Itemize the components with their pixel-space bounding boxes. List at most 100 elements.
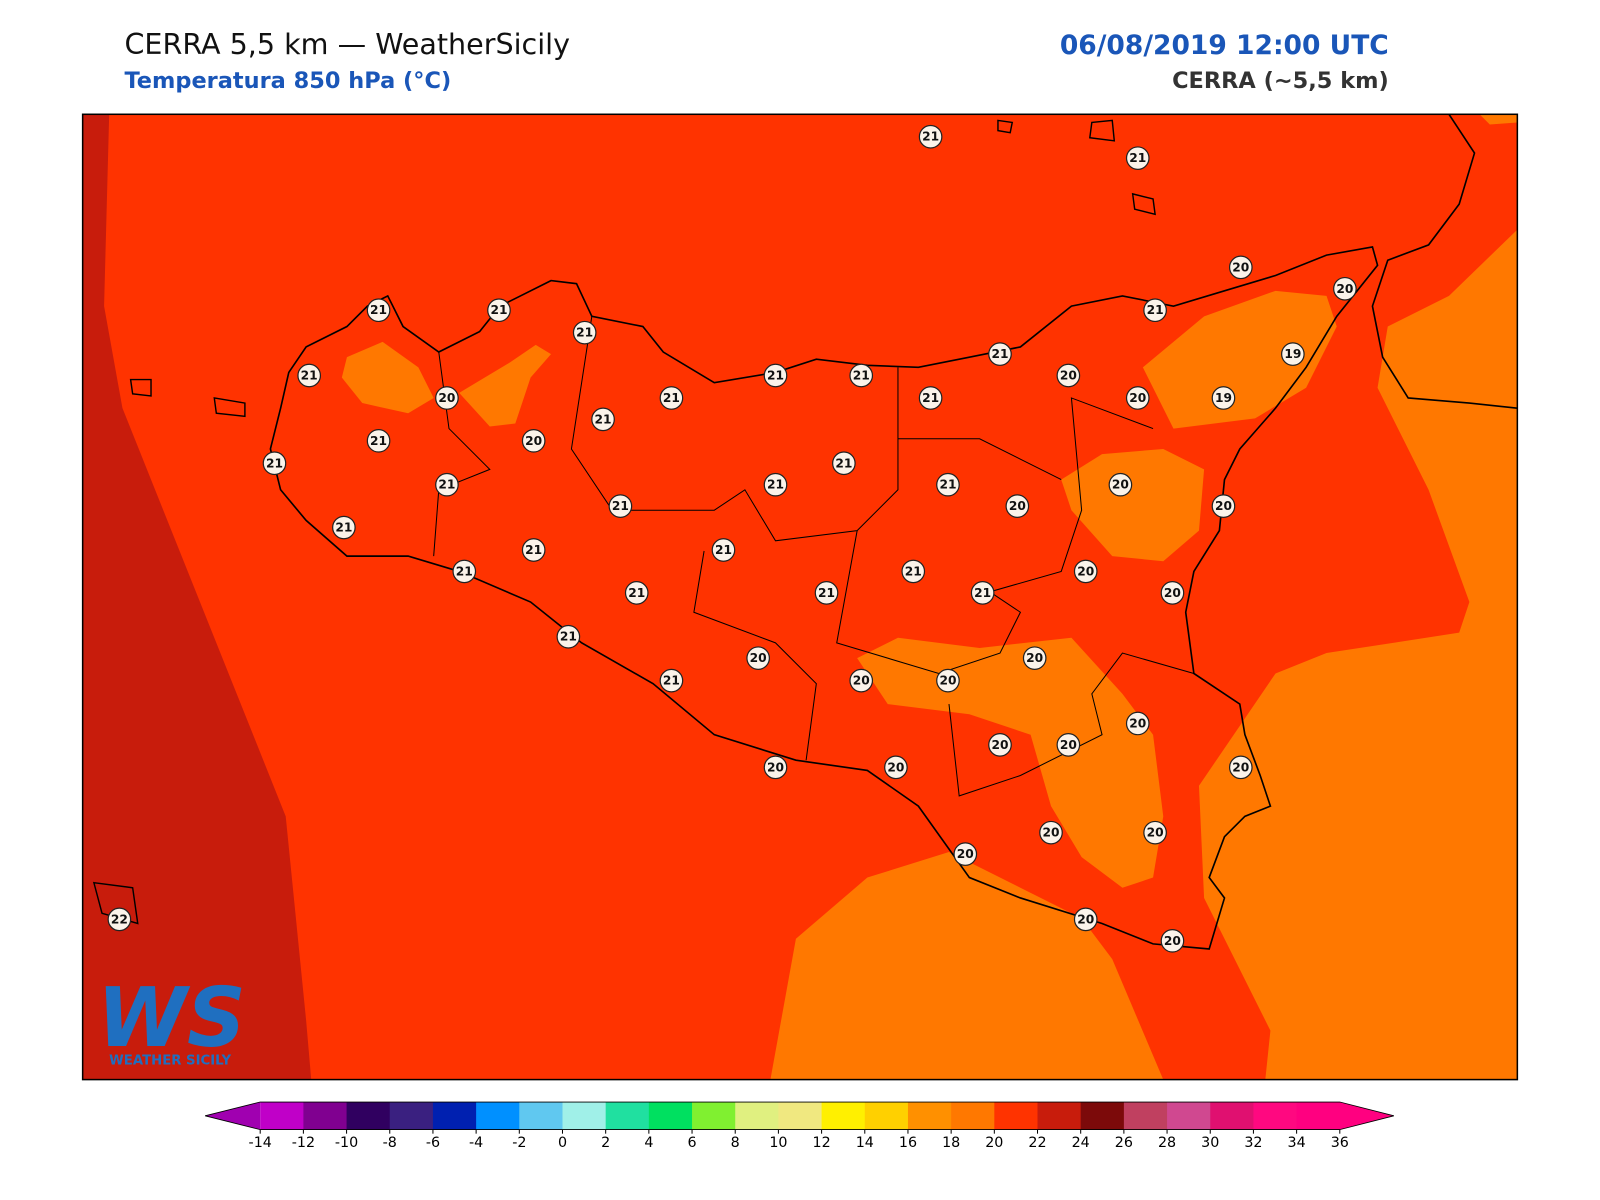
station-value: 20 xyxy=(887,760,904,774)
station-value: 20 xyxy=(1129,391,1146,405)
station-marker xyxy=(1333,276,1357,301)
subtitle: Temperatura 850 hPa (°C) xyxy=(124,68,451,94)
station-marker xyxy=(521,538,546,562)
field xyxy=(341,341,434,414)
station-value: 21 xyxy=(595,412,612,426)
colorbar-tick-label: 10 xyxy=(769,1135,787,1151)
colorbar-tick-label: 4 xyxy=(644,1135,653,1151)
station-value: 20 xyxy=(1215,499,1232,513)
station: 20 xyxy=(1143,820,1167,845)
station: 21 xyxy=(901,559,926,584)
station-value: 21 xyxy=(818,586,835,600)
colorbar-swatch xyxy=(1123,1102,1168,1130)
colorbar-swatch xyxy=(562,1102,607,1130)
station: 20 xyxy=(884,755,908,780)
station: 21 xyxy=(936,472,960,497)
station-value: 21 xyxy=(525,543,542,557)
colorbar-tick-label: 36 xyxy=(1331,1135,1349,1151)
colorbar-tick-label: 24 xyxy=(1072,1135,1090,1151)
station: 21 xyxy=(849,363,874,388)
station-marker xyxy=(1143,298,1167,323)
colorbar-swatch xyxy=(1296,1102,1341,1130)
station-value: 20 xyxy=(1077,564,1094,578)
station: 21 xyxy=(572,320,597,345)
colorbar-tick-label: 12 xyxy=(813,1135,831,1151)
colorbar-swatch xyxy=(1210,1102,1254,1130)
station-marker xyxy=(435,472,459,497)
colorbar-tick-label: -6 xyxy=(426,1135,440,1151)
colorbar-tick-label: 32 xyxy=(1244,1135,1262,1151)
station-marker xyxy=(572,320,597,345)
station-value: 21 xyxy=(335,521,352,535)
station: 20 xyxy=(1125,711,1150,736)
station: 21 xyxy=(763,363,788,388)
colorbar-swatch xyxy=(951,1102,995,1130)
field xyxy=(1479,114,1518,125)
colorbar-swatch xyxy=(821,1102,866,1130)
station-marker xyxy=(366,428,391,453)
station-value: 20 xyxy=(939,674,956,688)
station: 21 xyxy=(435,472,459,497)
station-marker xyxy=(1211,386,1236,410)
datetime: 06/08/2019 12:00 UTC xyxy=(1060,30,1389,61)
island xyxy=(1131,192,1156,216)
station-marker xyxy=(1039,820,1063,845)
station-value: 20 xyxy=(1009,499,1026,513)
station-marker xyxy=(624,581,649,605)
station-value: 20 xyxy=(991,738,1008,752)
station-marker xyxy=(1143,820,1167,845)
colorbar-swatch xyxy=(1037,1102,1082,1130)
station-marker xyxy=(1160,581,1185,605)
colorbar-swatch xyxy=(605,1102,650,1130)
colorbar-swatch xyxy=(994,1102,1039,1130)
station-marker xyxy=(988,733,1012,757)
colorbar-tick-label: -4 xyxy=(469,1135,483,1151)
station-value: 21 xyxy=(922,391,939,405)
island xyxy=(129,378,152,397)
border xyxy=(693,550,817,761)
station-marker xyxy=(763,755,788,780)
station: 20 xyxy=(1228,255,1253,280)
station-value: 20 xyxy=(1060,369,1077,383)
station-value: 20 xyxy=(1112,478,1129,492)
island xyxy=(92,881,139,925)
station: 20 xyxy=(1228,755,1253,780)
station-value: 20 xyxy=(438,391,455,405)
station-marker xyxy=(521,428,546,453)
station-marker xyxy=(1073,559,1098,584)
logo: WS WEATHER SICILY xyxy=(97,971,246,1068)
station-marker xyxy=(659,386,684,410)
station-value: 20 xyxy=(767,760,784,774)
border xyxy=(570,316,899,542)
station-marker xyxy=(107,907,132,932)
station-value: 21 xyxy=(663,391,680,405)
station-marker xyxy=(936,668,960,693)
station-value: 21 xyxy=(490,303,507,317)
station-value: 21 xyxy=(939,478,956,492)
field xyxy=(770,229,1518,1080)
colorbar-swatch xyxy=(778,1102,823,1130)
station: 20 xyxy=(1160,928,1185,953)
colorbar-tick-label: -10 xyxy=(335,1135,358,1151)
station: 19 xyxy=(1211,386,1236,410)
station: 20 xyxy=(763,755,788,780)
station-marker xyxy=(849,363,874,388)
station: 20 xyxy=(1108,472,1133,497)
colorbar-swatch xyxy=(1080,1102,1125,1130)
station: 20 xyxy=(521,428,546,453)
station-marker xyxy=(884,755,908,780)
colorbar-tick-label: 0 xyxy=(558,1135,567,1151)
colorbar-tick-label: 14 xyxy=(856,1135,874,1151)
border xyxy=(948,652,1195,797)
station-marker xyxy=(591,407,615,432)
colorbar-tick-label: 8 xyxy=(731,1135,740,1151)
station: 21 xyxy=(297,363,322,388)
station-marker xyxy=(1022,646,1047,670)
station: 21 xyxy=(608,494,633,518)
station-marker xyxy=(849,668,874,693)
station-value: 21 xyxy=(922,130,939,144)
station-value: 21 xyxy=(663,674,680,688)
station: 21 xyxy=(1143,298,1167,323)
station-value: 20 xyxy=(525,434,542,448)
station-value: 21 xyxy=(974,586,991,600)
